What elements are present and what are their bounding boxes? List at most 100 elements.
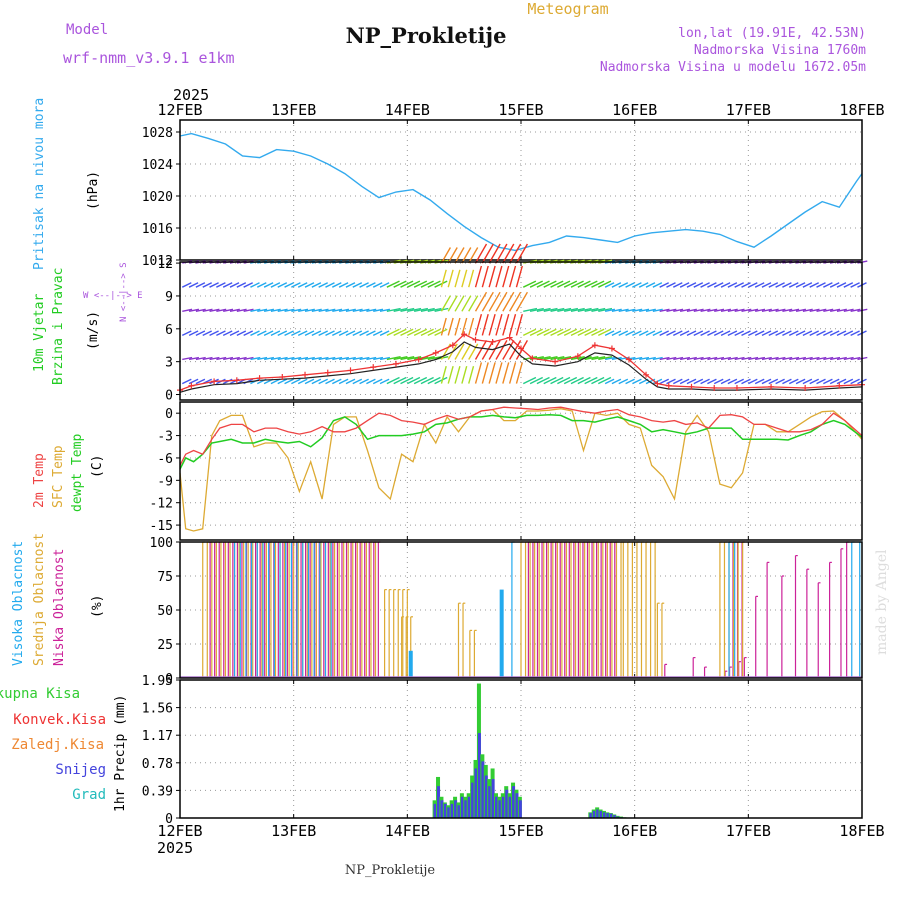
wind-arrow [816,308,827,312]
wind-arrow [577,280,591,288]
wind-arrow [318,282,329,288]
wind-arrow [379,308,391,312]
wind-gust-marker [591,342,598,349]
wind-arrow [816,378,826,385]
wind-arrow [809,308,820,312]
pressure-axis-title: Pritisak na nivou mora [32,98,47,270]
wind-arrow [700,378,710,385]
wind-arrow [454,317,461,336]
bottom-date-tick-label: 15FEB [498,822,543,840]
wind-arrow [338,356,350,361]
wind-arrow [236,282,247,288]
wind-arrow [270,330,281,337]
wind-gust-marker [643,371,650,378]
wind-arrow [284,356,295,361]
wind-arrow [843,356,854,361]
precip-snow-bar [437,786,441,818]
wind-arrow [243,330,254,337]
wind-arrow [508,314,517,336]
wind-arrow [679,282,690,288]
wind-gust-marker [506,334,513,341]
wind-mean-line [179,341,863,393]
wind-arrow [563,328,578,337]
wind-arrow [700,330,710,337]
precip-ytick-label: 0.39 [142,784,173,799]
wind-arrow [352,308,363,312]
precip-legend-item: Snijeg [55,762,106,778]
wind-arrow [639,308,650,312]
wind-arrow [352,330,363,337]
bottom-date-tick-label: 16FEB [612,822,657,840]
wind-arrow [652,330,663,337]
wind-arrow [755,356,766,361]
wind-arrow [782,378,792,385]
wind-arrow [775,378,785,385]
wind-arrow [713,330,724,337]
wind-gust-marker [279,374,286,380]
wind-arrow [440,295,452,312]
wind-arrow [318,308,329,312]
wind-arrow [338,282,349,288]
precip-snow-bar [477,733,481,818]
wind-arrow [291,308,302,312]
wind-arrow [393,328,407,337]
wind-arrow [536,328,550,337]
wind-gust-marker [733,384,740,391]
wind-arrow [407,328,421,337]
precip-snow-bar [505,789,509,818]
wind-arrow [564,307,579,312]
wind-arrow [789,356,800,361]
wind-arrow [768,330,779,337]
precip-snow-bar [457,805,461,818]
wind-arrow [632,308,643,312]
wind-arrow [434,328,448,337]
wind-arrow [440,269,447,288]
wind-arrow [373,308,384,312]
wind-arrow [632,330,642,337]
wind-arrow [645,282,656,288]
wind-arrow [440,247,452,264]
wind-arrow [236,330,247,337]
wind-arrow [604,308,616,312]
wind-arrow [468,317,475,336]
precip-snow-bar [606,813,610,818]
wind-arrow [291,378,301,385]
wind-arrow [468,269,475,288]
wind-arrow [379,282,390,288]
wind-arrow [414,307,429,312]
wind-arrow [829,378,840,385]
wind-arrow [502,340,515,360]
wind-arrow [488,340,501,360]
wind-arrow [734,282,745,288]
wind-arrow [775,282,785,288]
wind-arrow [345,330,356,337]
wind-arrow [836,282,847,288]
wind-arrow [338,330,349,337]
wind-gust-marker [768,383,775,390]
wind-arrow [454,343,465,360]
wind-arrow [461,317,468,336]
model-label: Model [66,22,108,38]
wind-gust-marker [302,371,309,378]
wind-arrow [270,356,281,361]
wind-arrow [304,308,315,312]
wind-arrow [673,356,684,361]
wind-arrow [509,291,522,312]
wind-arrow [843,378,854,385]
wind-arrow [515,314,523,336]
wind-arrow [474,291,488,312]
precip-snow-bar [589,813,593,818]
temperature-ytick-label: -9 [157,474,173,489]
wind-arrow [481,362,489,384]
precip-snow-bar [592,810,596,818]
wind-arrow [693,282,704,288]
wind-arrow [597,328,612,337]
wind-arrow [515,265,523,288]
wind-arrow [263,356,275,361]
wind-arrow [693,308,704,312]
wind-arrow [591,376,605,385]
bottom-date-tick-label: 12FEB [157,822,202,840]
wind-arrow [584,328,598,337]
wind-arrow [420,356,435,361]
wind-gust-marker [211,378,218,385]
